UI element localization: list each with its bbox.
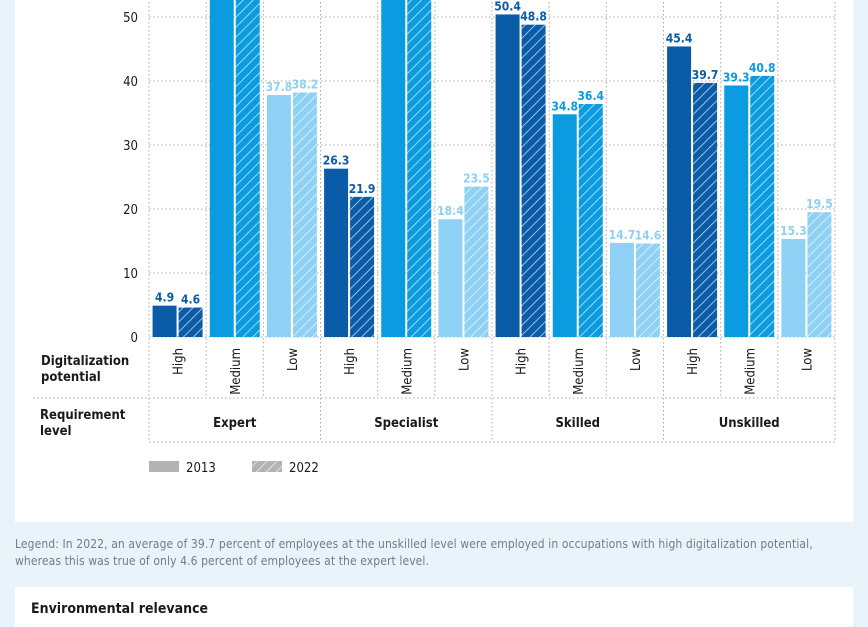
data-label: 36.4 bbox=[577, 89, 604, 103]
x-tick-label: Medium bbox=[400, 348, 415, 395]
data-label: 37.8 bbox=[266, 80, 293, 94]
bar-unskilled-medium-2022 bbox=[750, 75, 775, 337]
bar-unskilled-medium-2013 bbox=[724, 85, 749, 337]
data-label: 14.7 bbox=[609, 228, 636, 242]
y-tick-label: 40 bbox=[123, 75, 138, 90]
bar-skilled-high-2013 bbox=[495, 14, 520, 337]
x-tick-label: Low bbox=[629, 348, 644, 371]
data-label: 14.6 bbox=[635, 229, 662, 243]
row-label-requirement-level: Requirement level bbox=[40, 408, 126, 439]
bar-expert-low-2022 bbox=[292, 92, 317, 338]
data-label: 4.6 bbox=[181, 293, 200, 307]
bar-skilled-low-2013 bbox=[609, 242, 634, 337]
data-label: 39.7 bbox=[692, 68, 719, 82]
data-label: 4.9 bbox=[155, 291, 174, 305]
bar-expert-medium-2022 bbox=[235, 0, 260, 337]
x-tick-label: Low bbox=[800, 348, 815, 371]
x-tick-label: Medium bbox=[229, 348, 244, 395]
data-label: 39.3 bbox=[723, 70, 750, 84]
data-label: 21.9 bbox=[349, 182, 376, 196]
y-tick-label: 0 bbox=[131, 331, 138, 346]
bar-unskilled-low-2022 bbox=[807, 212, 832, 337]
y-tick-label: 30 bbox=[123, 139, 138, 154]
bar-unskilled-low-2013 bbox=[781, 239, 806, 337]
bar-skilled-low-2022 bbox=[635, 243, 660, 337]
chart-panel: 0 10 20 30 40 50 Digitalization potential Requir… bbox=[15, 0, 853, 522]
data-label: 34.8 bbox=[551, 99, 578, 113]
bar-chart: 0 10 20 30 40 50 Digitalization potential Requir… bbox=[33, 0, 836, 476]
x-tick-label: High bbox=[515, 348, 530, 375]
requirement-level-label: Skilled bbox=[555, 416, 600, 431]
bar-expert-high-2022 bbox=[178, 307, 203, 337]
bar-specialist-low-2022 bbox=[464, 186, 489, 337]
requirement-level-label: Expert bbox=[213, 416, 257, 431]
bar-unskilled-high-2013 bbox=[667, 46, 692, 337]
bar-expert-high-2013 bbox=[152, 305, 177, 337]
bar-specialist-low-2013 bbox=[438, 219, 463, 337]
requirement-level-label: Specialist bbox=[374, 416, 439, 431]
data-label: 50.4 bbox=[494, 0, 521, 13]
x-tick-label: High bbox=[172, 348, 187, 375]
bar-specialist-high-2022 bbox=[350, 196, 375, 337]
legend-swatch-2022 bbox=[252, 461, 282, 472]
bar-expert-medium-2013 bbox=[209, 0, 234, 337]
x-tick-label: Medium bbox=[572, 348, 587, 395]
x-tick-label: High bbox=[343, 348, 358, 375]
x-tick-label: Low bbox=[457, 348, 472, 371]
bar-skilled-medium-2022 bbox=[578, 104, 603, 337]
data-label: 48.8 bbox=[520, 10, 547, 24]
legend-label-2022: 2022 bbox=[289, 461, 319, 476]
x-tick-label: Medium bbox=[743, 348, 758, 395]
bar-unskilled-high-2022 bbox=[693, 82, 718, 337]
requirement-level-label: Unskilled bbox=[719, 416, 780, 431]
data-label: 18.4 bbox=[437, 204, 464, 218]
data-label: 23.5 bbox=[463, 172, 490, 186]
row-label-digitalization-potential: Digitalization potential bbox=[41, 354, 129, 385]
data-label: 19.5 bbox=[806, 197, 833, 211]
data-label: 26.3 bbox=[323, 154, 350, 168]
y-tick-label: 20 bbox=[123, 203, 138, 218]
data-label: 38.2 bbox=[292, 78, 319, 92]
bar-skilled-medium-2013 bbox=[552, 114, 577, 337]
data-label: 40.8 bbox=[749, 61, 776, 75]
x-tick-label: High bbox=[686, 348, 701, 375]
bar-specialist-medium-2013 bbox=[381, 0, 406, 337]
next-section-panel: Environmental relevance bbox=[15, 587, 853, 627]
section-title: Environmental relevance bbox=[31, 601, 209, 617]
data-label: 15.3 bbox=[780, 224, 807, 238]
legend-label-2013: 2013 bbox=[186, 461, 216, 476]
y-tick-label: 10 bbox=[123, 267, 138, 282]
bar-expert-low-2013 bbox=[266, 95, 291, 337]
data-label: 45.4 bbox=[666, 31, 693, 45]
bar-specialist-medium-2022 bbox=[407, 0, 432, 337]
legend-swatch-2013 bbox=[149, 461, 179, 472]
y-tick-label: 50 bbox=[123, 11, 138, 26]
bar-skilled-high-2022 bbox=[521, 24, 546, 338]
legend-note: Legend: In 2022, an average of 39.7 perc… bbox=[15, 537, 813, 568]
x-tick-label: Low bbox=[286, 348, 301, 371]
bar-specialist-high-2013 bbox=[324, 168, 349, 337]
